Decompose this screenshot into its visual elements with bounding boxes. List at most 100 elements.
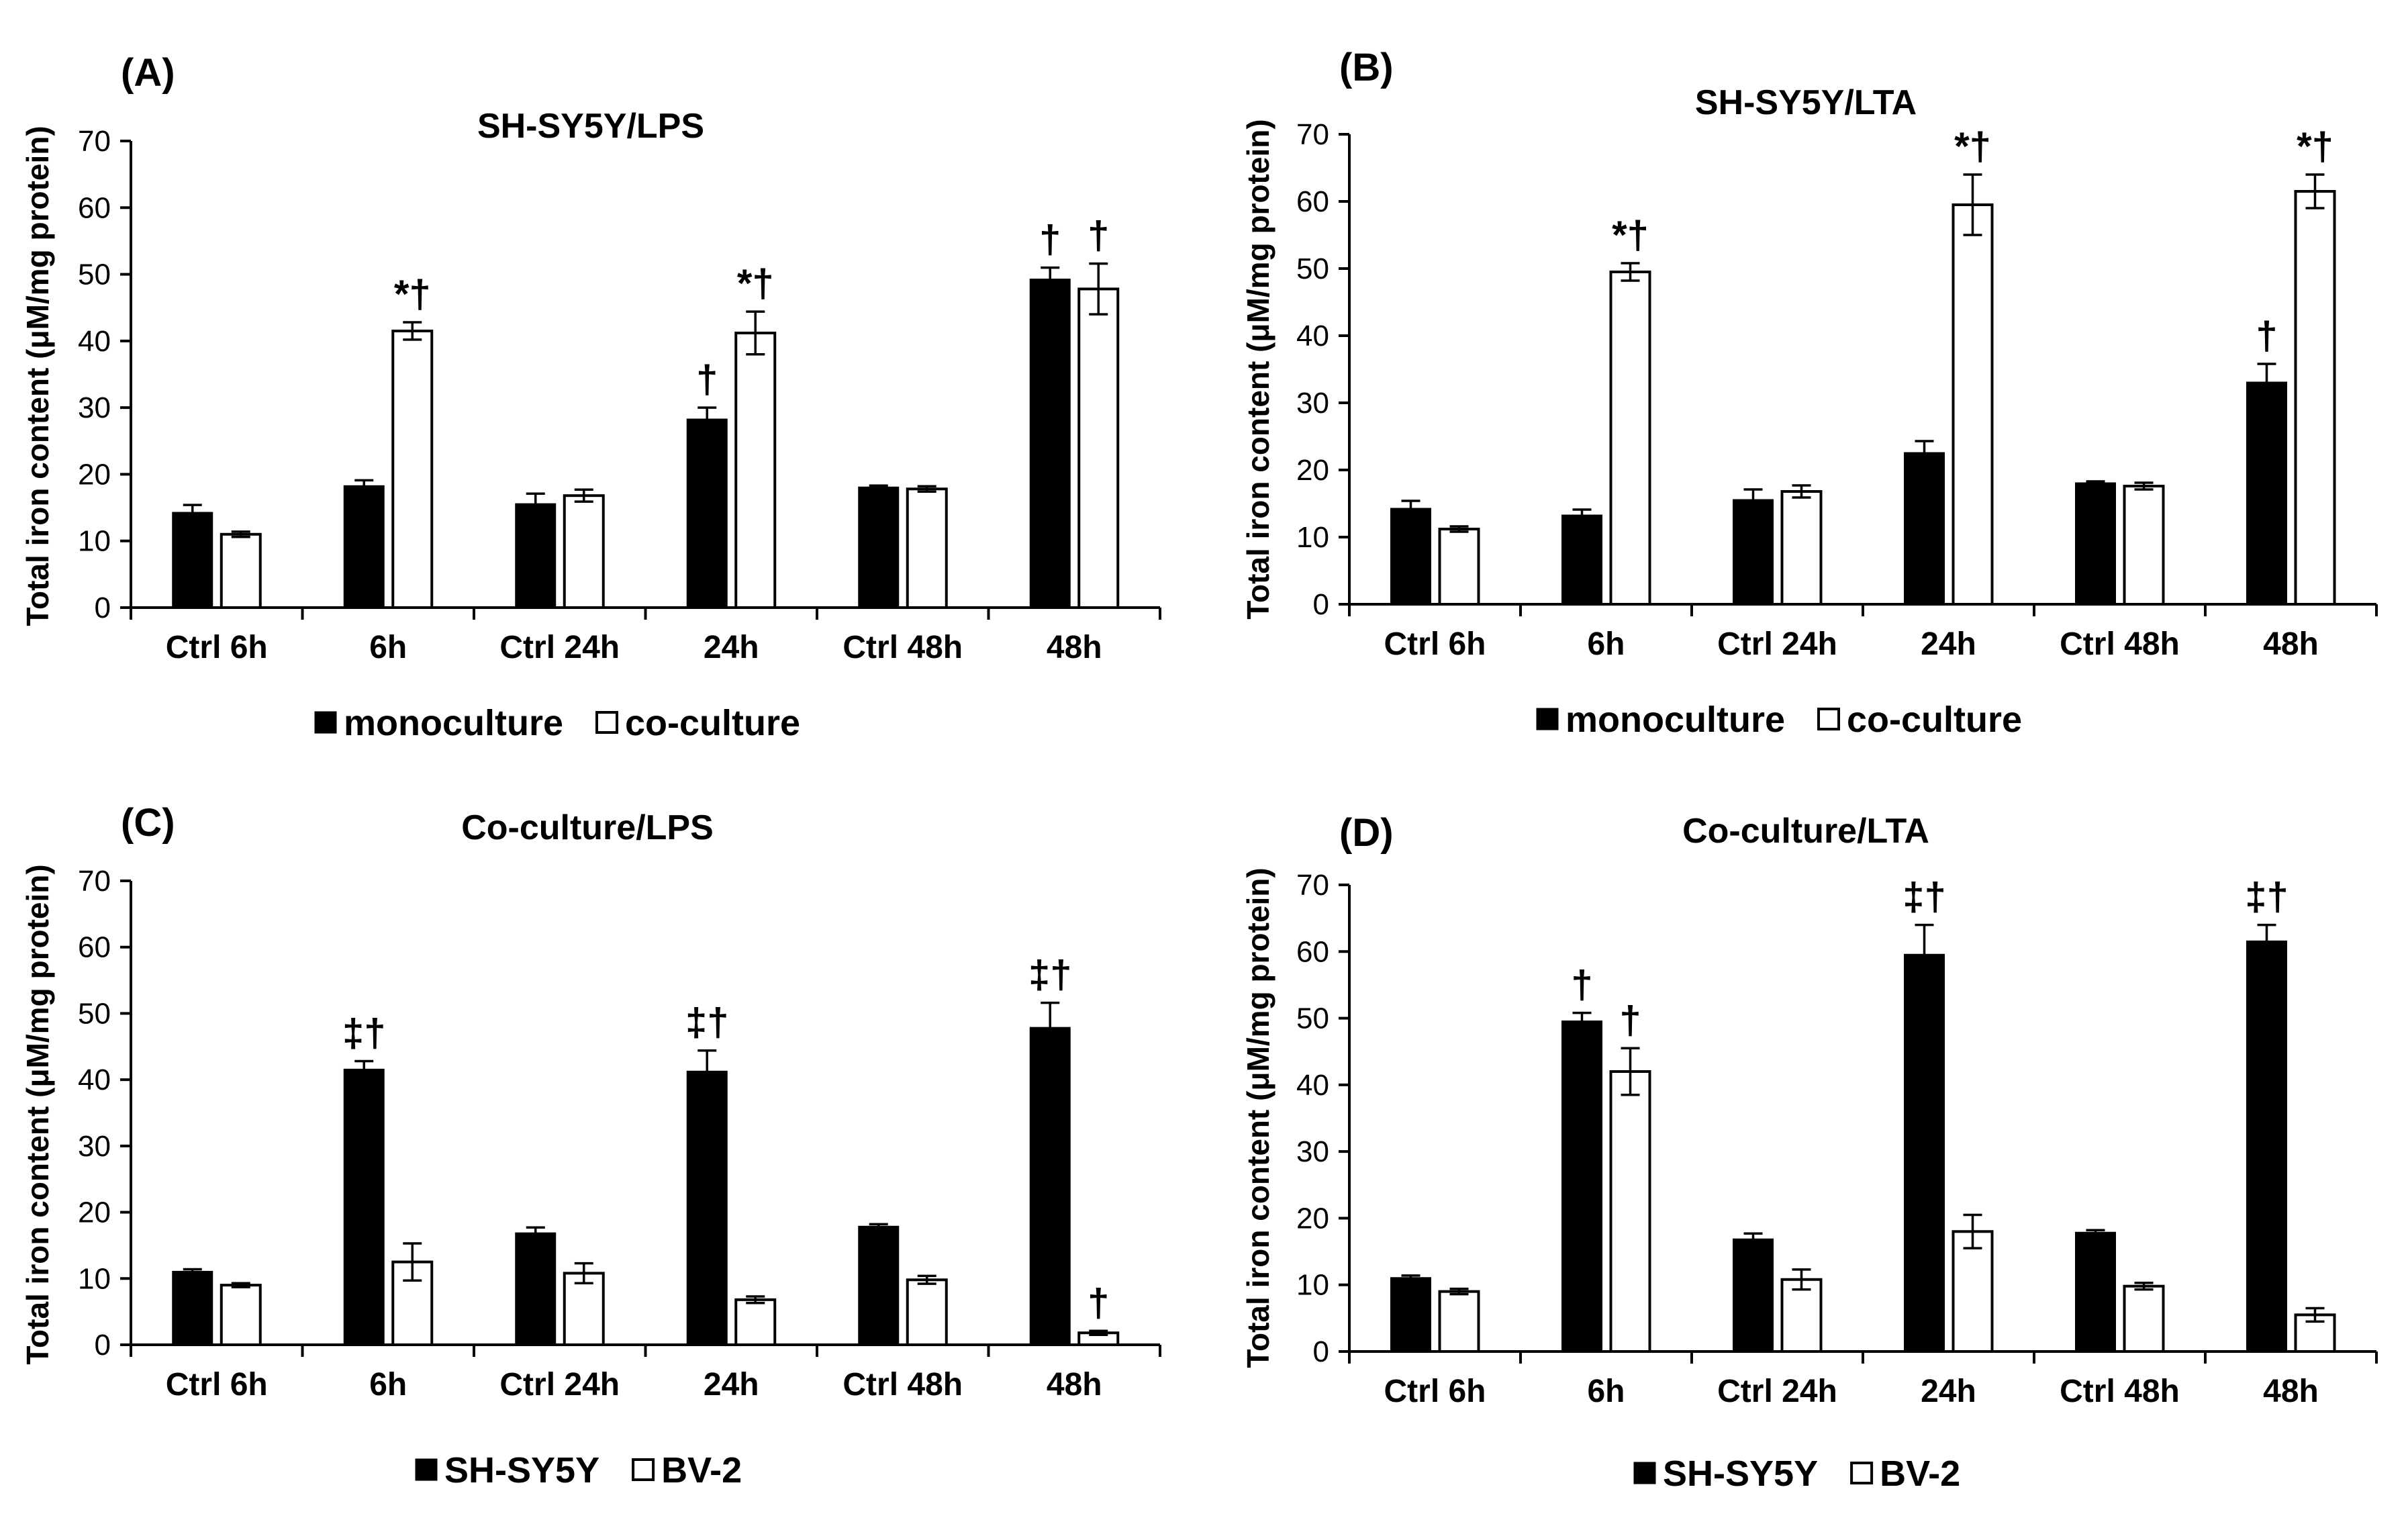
y-tick-label: 20 (1296, 1202, 1329, 1235)
bar-series1 (858, 1225, 900, 1346)
significance-marker: † (1619, 998, 1641, 1042)
x-tick-label: 48h (2263, 626, 2319, 662)
bar-series2 (1609, 271, 1651, 606)
bar-series1 (2246, 940, 2287, 1353)
y-tick-label: 70 (78, 125, 111, 158)
chart-panel-a: (A) SH-SY5Y/LPS Total iron content (μM/mg … (20, 51, 1161, 743)
significance-marker: † (1088, 214, 1109, 258)
legend-label: BV-2 (1880, 1454, 1960, 1494)
bar-series2 (734, 331, 777, 609)
bar-series1 (1733, 499, 1774, 606)
y-tick-label: 30 (78, 391, 111, 424)
bar-series2 (1609, 1070, 1651, 1353)
x-tick-label: 24h (704, 1367, 759, 1403)
x-tick-label: Ctrl 6h (1384, 1374, 1486, 1409)
y-axis-label: Total iron content (μM/mg protein) (20, 864, 55, 1364)
bar-series1 (686, 418, 728, 609)
x-tick-label: Ctrl 24h (1717, 1374, 1837, 1409)
y-tick-label: 30 (78, 1130, 111, 1163)
y-tick-label: 0 (1313, 1335, 1329, 1368)
y-tick-label: 10 (1296, 521, 1329, 554)
legend-swatch (1633, 1462, 1656, 1484)
legend-swatch (1817, 708, 1841, 730)
bar-series1 (858, 486, 900, 609)
legend-label: co-culture (625, 703, 800, 743)
chart-panel-d: (D) Co-culture/LTA Total iron content (μM/… (1241, 811, 2378, 1494)
x-tick-label: Ctrl 6h (166, 1367, 268, 1403)
legend-label: SH-SY5Y (1663, 1454, 1818, 1494)
x-tick-label: 6h (369, 630, 407, 665)
legend: monoculture co-culture (1536, 700, 2022, 740)
x-tick-label: Ctrl 48h (842, 630, 963, 665)
bar-series2 (2123, 485, 2165, 606)
significance-marker: † (1088, 1281, 1109, 1325)
y-tick-label: 50 (78, 258, 111, 291)
y-axis-label: Total iron content (μM/mg protein) (1241, 119, 1275, 619)
legend-label: co-culture (1847, 700, 2022, 740)
y-tick-label: 60 (78, 191, 111, 224)
chart-title: Co-culture/LTA (1682, 812, 1929, 851)
legend-swatch (632, 1458, 655, 1481)
panel-letter: (B) (1339, 46, 1394, 89)
bar-series2 (391, 329, 434, 609)
y-axis-label: Total iron content (μM/mg protein) (1241, 867, 1275, 1368)
significance-marker: *† (2297, 125, 2333, 169)
bar-series2 (220, 532, 262, 609)
bar-series2 (1780, 490, 1823, 606)
bar-series1 (1904, 953, 1945, 1353)
x-tick-label: 24h (1921, 626, 1976, 662)
y-tick-label: 70 (78, 865, 111, 898)
y-tick-label: 10 (1296, 1269, 1329, 1302)
panel-letter: (C) (121, 801, 175, 845)
chart-panel-b: (B) SH-SY5Y/LTA Total iron content (μM/mg … (1241, 46, 2378, 740)
y-tick-label: 20 (78, 1196, 111, 1229)
legend-label: BV-2 (661, 1450, 742, 1490)
bar-series1 (1390, 508, 1431, 606)
x-tick-label: 6h (1587, 626, 1625, 662)
x-tick-label: Ctrl 24h (1717, 626, 1837, 662)
legend-swatch (1536, 708, 1559, 730)
significance-marker: *† (737, 262, 774, 305)
y-tick-label: 30 (1296, 387, 1329, 420)
x-tick-label: 48h (2263, 1374, 2319, 1409)
y-tick-label: 40 (78, 325, 111, 358)
y-tick-label: 40 (78, 1063, 111, 1096)
bar-series2 (906, 1278, 948, 1347)
significance-marker: † (696, 358, 718, 401)
bar-series1 (2075, 482, 2116, 606)
x-tick-label: Ctrl 6h (1384, 626, 1486, 662)
bar-series1 (1561, 514, 1602, 606)
significance-marker: † (2256, 314, 2277, 358)
x-tick-label: 48h (1047, 1367, 1102, 1403)
y-tick-label: 30 (1296, 1135, 1329, 1168)
bar-series1 (172, 1270, 213, 1346)
y-tick-label: 70 (1296, 118, 1329, 151)
y-tick-label: 20 (1296, 454, 1329, 487)
bar-series2 (1952, 203, 1994, 606)
y-tick-label: 50 (1296, 252, 1329, 285)
y-tick-label: 40 (1296, 320, 1329, 352)
bar-series1 (686, 1070, 728, 1346)
x-tick-label: 24h (1921, 1374, 1976, 1409)
significance-marker: ‡† (2245, 875, 2289, 919)
y-tick-label: 60 (1296, 185, 1329, 218)
bar-series2 (220, 1284, 262, 1346)
significance-marker: ‡† (342, 1012, 386, 1055)
legend-label: SH-SY5Y (444, 1450, 599, 1490)
significance-marker: *† (394, 273, 431, 316)
y-tick-label: 60 (1296, 935, 1329, 968)
y-tick-label: 0 (95, 1329, 111, 1362)
bar-series1 (343, 485, 385, 609)
bar-series1 (172, 512, 213, 609)
x-tick-label: 48h (1047, 630, 1102, 665)
x-tick-label: 6h (369, 1367, 407, 1403)
x-tick-label: Ctrl 48h (2060, 1374, 2180, 1409)
significance-marker: ‡† (1028, 953, 1072, 997)
bar-series1 (1390, 1277, 1431, 1353)
bar-series2 (734, 1298, 777, 1346)
significance-marker: *† (1954, 125, 1991, 169)
bar-series1 (2075, 1231, 2116, 1353)
legend: SH-SY5Y BV-2 (1633, 1454, 1960, 1494)
bar-series2 (2123, 1284, 2165, 1353)
legend-swatch (1850, 1462, 1874, 1484)
